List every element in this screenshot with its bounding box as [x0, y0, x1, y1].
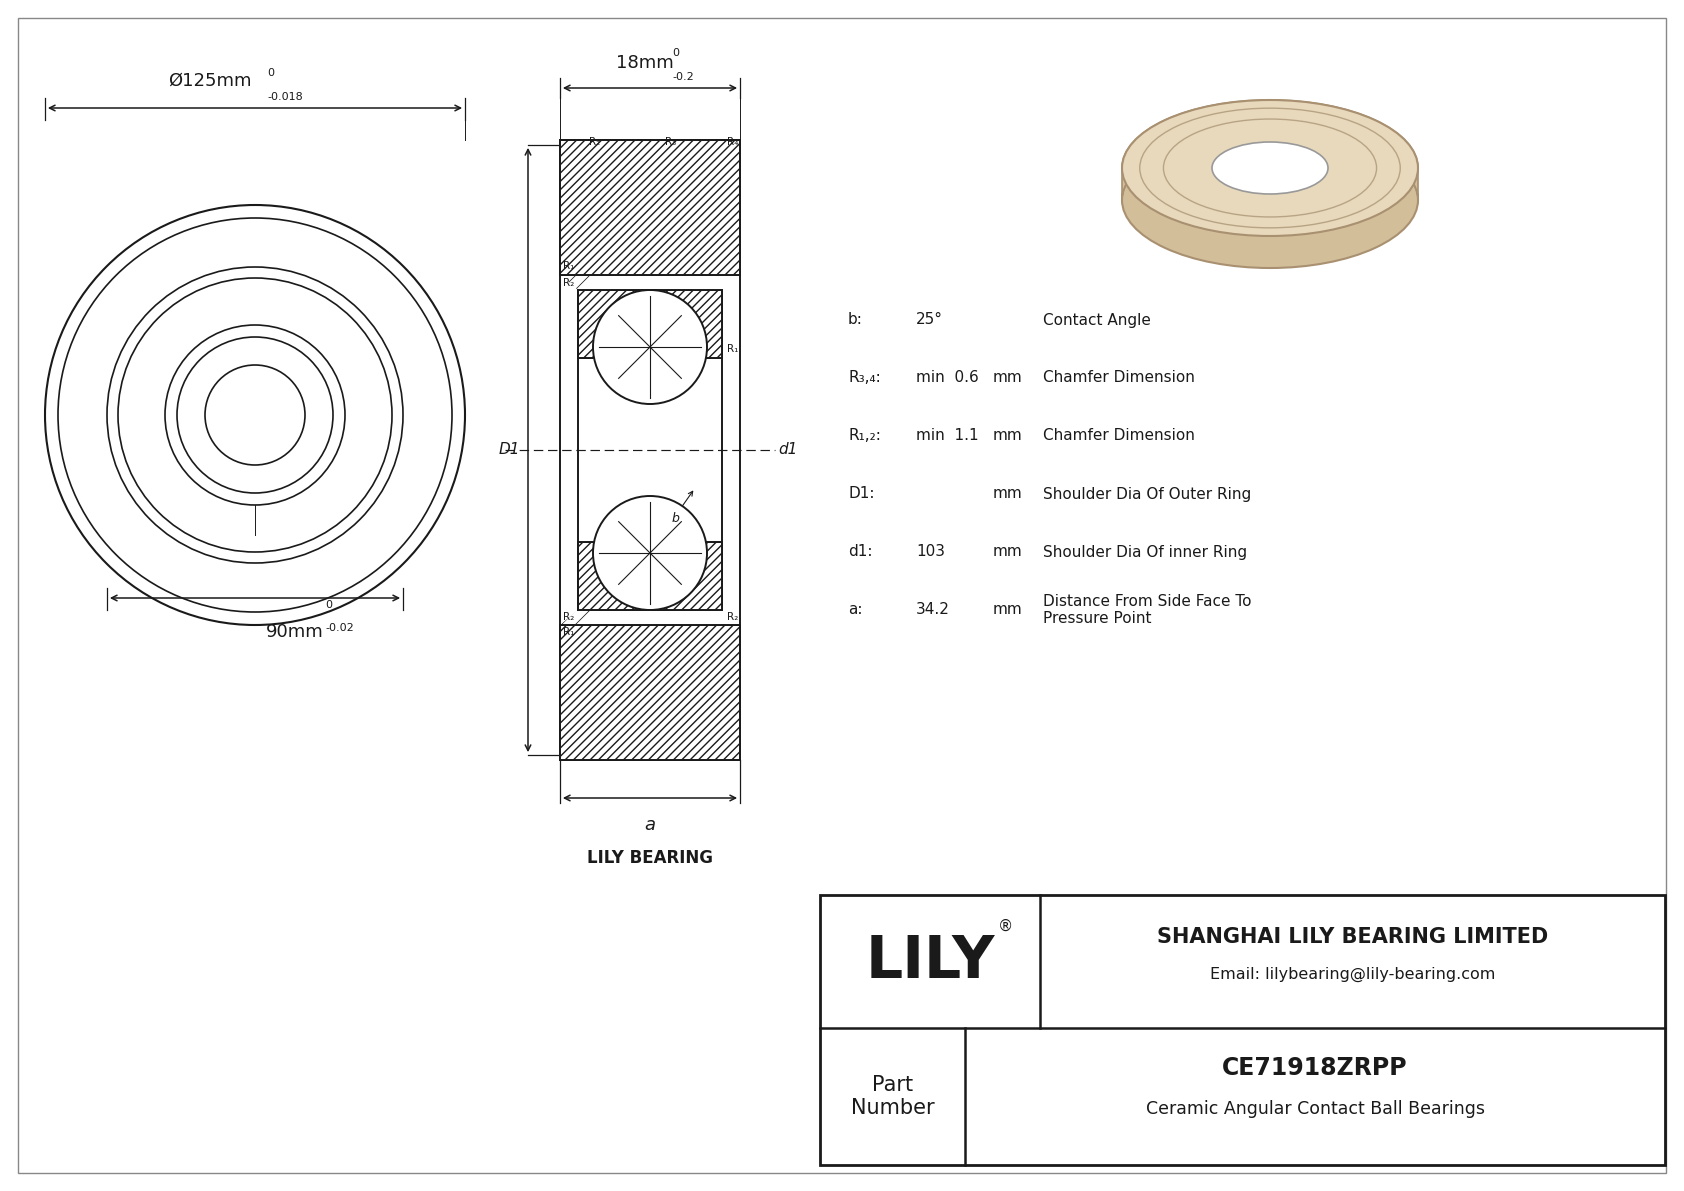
Text: d1: d1 [778, 443, 798, 457]
Polygon shape [561, 141, 739, 275]
Text: mm: mm [994, 544, 1022, 560]
Text: a:: a: [849, 603, 862, 617]
Text: 0: 0 [325, 600, 332, 610]
Text: 0: 0 [672, 48, 679, 58]
Text: -0.02: -0.02 [325, 623, 354, 632]
Text: R₂: R₂ [562, 278, 574, 288]
Text: mm: mm [994, 370, 1022, 386]
Text: 25°: 25° [916, 312, 943, 328]
Polygon shape [561, 625, 739, 760]
Text: R₂: R₂ [727, 612, 738, 622]
Text: min  1.1: min 1.1 [916, 429, 978, 443]
Text: -0.018: -0.018 [268, 92, 303, 102]
Ellipse shape [1122, 132, 1418, 268]
Text: R₁,₂:: R₁,₂: [849, 429, 881, 443]
Ellipse shape [1212, 174, 1329, 226]
Text: -0.2: -0.2 [672, 71, 694, 82]
Text: Distance From Side Face To
Pressure Point: Distance From Side Face To Pressure Poin… [1042, 594, 1251, 626]
Circle shape [593, 289, 707, 404]
Text: Ceramic Angular Contact Ball Bearings: Ceramic Angular Contact Ball Bearings [1145, 1100, 1485, 1118]
Text: d1:: d1: [849, 544, 872, 560]
Polygon shape [1122, 100, 1418, 200]
Text: mm: mm [994, 486, 1022, 501]
Text: 90mm: 90mm [266, 623, 323, 641]
Ellipse shape [1122, 100, 1418, 236]
Text: R₁: R₁ [562, 261, 574, 272]
Text: 0: 0 [268, 68, 274, 77]
Text: Contact Angle: Contact Angle [1042, 312, 1150, 328]
Text: R₄: R₄ [726, 137, 738, 146]
Text: Chamfer Dimension: Chamfer Dimension [1042, 370, 1196, 386]
Polygon shape [561, 275, 739, 289]
Text: R₁: R₁ [726, 344, 738, 354]
Text: 34.2: 34.2 [916, 603, 950, 617]
Text: LILY: LILY [866, 933, 995, 990]
Text: mm: mm [994, 603, 1022, 617]
Text: R₃: R₃ [665, 137, 677, 146]
Text: ®: ® [997, 918, 1012, 934]
Text: Part
Number: Part Number [850, 1075, 935, 1118]
Text: Shoulder Dia Of Outer Ring: Shoulder Dia Of Outer Ring [1042, 486, 1251, 501]
Text: D1:: D1: [849, 486, 874, 501]
Text: b: b [672, 511, 680, 524]
Text: Ø125mm: Ø125mm [168, 71, 251, 91]
Text: a: a [645, 816, 655, 834]
Text: 103: 103 [916, 544, 945, 560]
Text: LILY BEARING: LILY BEARING [588, 849, 712, 867]
Text: SHANGHAI LILY BEARING LIMITED: SHANGHAI LILY BEARING LIMITED [1157, 927, 1548, 947]
Polygon shape [578, 542, 722, 610]
Text: CE71918ZRPP: CE71918ZRPP [1223, 1056, 1408, 1080]
Text: Shoulder Dia Of inner Ring: Shoulder Dia Of inner Ring [1042, 544, 1248, 560]
Text: mm: mm [994, 429, 1022, 443]
Text: min  0.6: min 0.6 [916, 370, 978, 386]
Bar [820, 894, 1665, 1165]
Polygon shape [561, 610, 739, 625]
Text: R₁: R₁ [562, 626, 574, 637]
Text: b:: b: [849, 312, 862, 328]
Text: R₂: R₂ [589, 137, 601, 146]
Text: D1: D1 [498, 443, 520, 457]
Text: 18mm: 18mm [616, 54, 674, 71]
Text: R₃,₄:: R₃,₄: [849, 370, 881, 386]
Text: Email: lilybearing@lily-bearing.com: Email: lilybearing@lily-bearing.com [1209, 967, 1495, 983]
Ellipse shape [1212, 142, 1329, 194]
Text: Chamfer Dimension: Chamfer Dimension [1042, 429, 1196, 443]
Text: R₂: R₂ [562, 612, 574, 622]
Polygon shape [578, 289, 722, 358]
Circle shape [593, 495, 707, 610]
